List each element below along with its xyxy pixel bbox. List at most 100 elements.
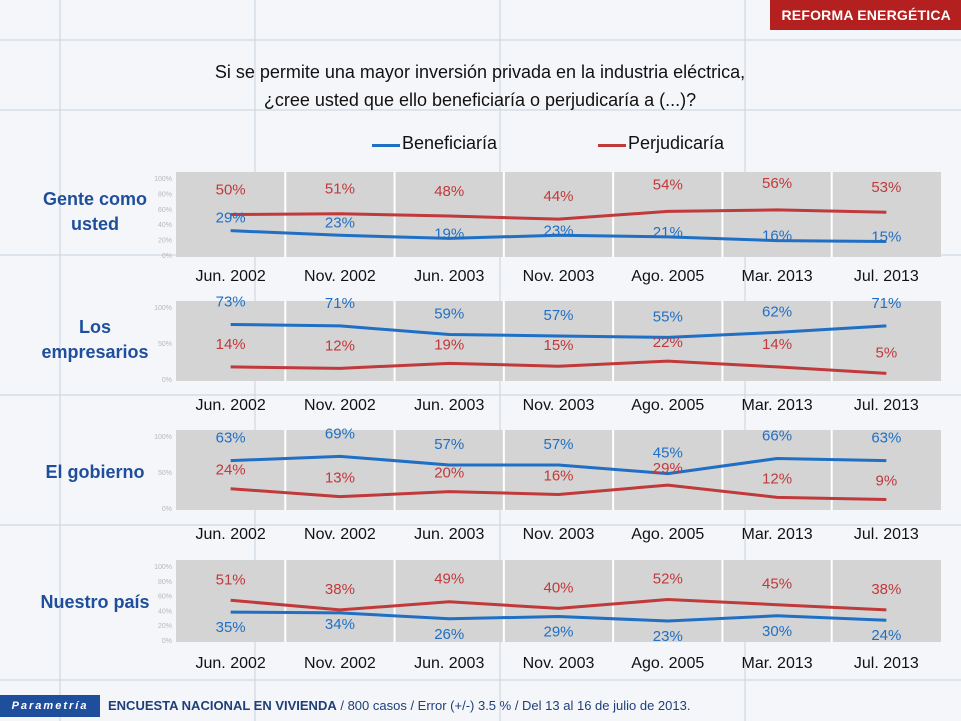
data-label-harm: 56%	[762, 175, 792, 192]
y-tick-label: 0%	[162, 638, 172, 645]
x-category-label: Jun. 2003	[414, 526, 484, 543]
survey-question: Si se permite una mayor inversión privad…	[140, 58, 820, 114]
series-line-harm	[230, 208, 887, 221]
data-label-benefit: 34%	[325, 616, 355, 633]
y-tick-label: 20%	[158, 238, 172, 245]
data-label-harm: 22%	[653, 334, 683, 351]
x-category-label: Nov. 2003	[523, 397, 595, 414]
data-label-harm: 14%	[216, 336, 246, 353]
data-label-benefit: 29%	[543, 624, 573, 641]
data-label-harm: 49%	[434, 571, 464, 588]
series-line-harm	[230, 359, 887, 375]
x-category-label: Mar. 2013	[741, 397, 812, 414]
data-label-harm: 13%	[325, 470, 355, 487]
question-line-2: ¿cree usted que ello beneficiaría o perj…	[263, 90, 697, 110]
data-label-harm: 12%	[762, 470, 792, 487]
legend-swatch-benefit	[372, 144, 400, 147]
data-label-benefit: 30%	[762, 623, 792, 640]
data-label-harm: 19%	[434, 336, 464, 353]
data-label-harm: 53%	[871, 179, 901, 196]
y-tick-label: 50%	[158, 341, 172, 348]
y-tick-label: 80%	[158, 579, 172, 586]
data-label-harm: 51%	[325, 181, 355, 198]
data-label-harm: 38%	[871, 581, 901, 598]
data-label-harm: 9%	[876, 473, 898, 490]
x-category-label: Jun. 2003	[414, 268, 484, 285]
x-category-label: Ago. 2005	[631, 655, 704, 672]
row-label-line: Gente como	[42, 189, 148, 209]
legend-swatch-harm	[598, 144, 626, 147]
row-label-line: usted	[70, 214, 119, 234]
footer: Parametría ENCUESTA NACIONAL EN VIVIENDA…	[0, 693, 961, 721]
data-label-harm: 44%	[543, 188, 573, 205]
x-category-label: Nov. 2002	[304, 268, 376, 285]
chart-panel: 0% 20% 40% 60% 80% 100% 35% 34% 26% 29% 23% 30% 24% 5…	[154, 560, 941, 672]
data-label-benefit: 57%	[543, 436, 573, 453]
series-line-benefit	[230, 610, 887, 623]
data-label-benefit: 29%	[216, 210, 246, 227]
footer-logo: Parametría	[0, 695, 100, 717]
x-category-label: Nov. 2003	[523, 526, 595, 543]
series-line-benefit	[230, 322, 887, 339]
data-label-harm: 45%	[762, 576, 792, 593]
data-label-harm: 5%	[876, 344, 898, 361]
row-label-gente: Gente como usted	[20, 187, 170, 237]
x-category-label: Mar. 2013	[741, 268, 812, 285]
x-category-label: Nov. 2003	[523, 268, 595, 285]
data-label-harm: 51%	[216, 571, 246, 588]
row-label-line: Nuestro país	[40, 592, 150, 612]
data-label-harm: 40%	[543, 579, 573, 596]
data-label-harm: 12%	[325, 337, 355, 354]
x-category-label: Jul. 2013	[854, 526, 919, 543]
y-tick-label: 20%	[158, 623, 172, 630]
data-label-harm: 52%	[653, 571, 683, 588]
y-tick-label: 100%	[154, 176, 172, 183]
data-label-harm: 15%	[543, 337, 573, 354]
x-category-label: Nov. 2003	[523, 655, 595, 672]
question-line-1: Si se permite una mayor inversión privad…	[214, 62, 746, 82]
row-label-empresarios: Los empresarios	[20, 315, 170, 365]
y-tick-label: 60%	[158, 207, 172, 214]
legend-label-harm: Perjudicaría	[628, 133, 725, 153]
series-line-harm	[230, 598, 887, 612]
footer-survey-details: / 800 casos / Error (+/-) 3.5 % / Del 13…	[336, 698, 691, 713]
plot-background	[176, 560, 941, 642]
data-label-benefit: 71%	[871, 295, 901, 312]
data-label-harm: 54%	[653, 176, 683, 193]
row-label-pais: Nuestro país	[20, 590, 170, 615]
x-category-label: Nov. 2002	[304, 655, 376, 672]
x-category-label: Jul. 2013	[854, 397, 919, 414]
data-label-benefit: 59%	[434, 306, 464, 323]
x-category-label: Nov. 2002	[304, 526, 376, 543]
data-label-benefit: 63%	[871, 430, 901, 447]
series-line-benefit	[230, 229, 887, 243]
data-label-benefit: 73%	[216, 293, 246, 310]
x-category-label: Mar. 2013	[741, 526, 812, 543]
chart-panel: 0% 50% 100% 73% 71% 59% 57% 55% 62% 71% 14% 12% 19% 1…	[154, 293, 941, 414]
y-tick-label: 40%	[158, 608, 172, 615]
series-line-benefit	[230, 454, 887, 476]
footer-note: ENCUESTA NACIONAL EN VIVIENDA / 800 caso…	[108, 698, 690, 713]
x-category-label: Mar. 2013	[741, 655, 812, 672]
footer-survey-name: ENCUESTA NACIONAL EN VIVIENDA	[108, 698, 337, 713]
x-category-label: Jul. 2013	[854, 268, 919, 285]
data-label-benefit: 57%	[543, 307, 573, 324]
data-label-benefit: 23%	[653, 628, 683, 645]
y-tick-label: 50%	[158, 470, 172, 477]
data-label-benefit: 45%	[653, 445, 683, 462]
y-tick-label: 60%	[158, 594, 172, 601]
data-label-benefit: 24%	[871, 627, 901, 644]
data-label-benefit: 35%	[216, 619, 246, 636]
chart-panel: 0% 20% 40% 60% 80% 100% 29% 23% 19% 23% 21% 16% 15% 5…	[154, 172, 941, 285]
data-label-benefit: 63%	[216, 430, 246, 447]
legend-label-benefit: Beneficiaría	[402, 133, 498, 153]
data-label-benefit: 69%	[325, 425, 355, 442]
x-category-label: Jun. 2003	[414, 655, 484, 672]
x-category-label: Jun. 2003	[414, 397, 484, 414]
data-label-harm: 38%	[325, 581, 355, 598]
data-label-harm: 29%	[653, 460, 683, 477]
data-label-benefit: 71%	[325, 295, 355, 312]
data-label-benefit: 66%	[762, 427, 792, 444]
data-label-benefit: 57%	[434, 436, 464, 453]
